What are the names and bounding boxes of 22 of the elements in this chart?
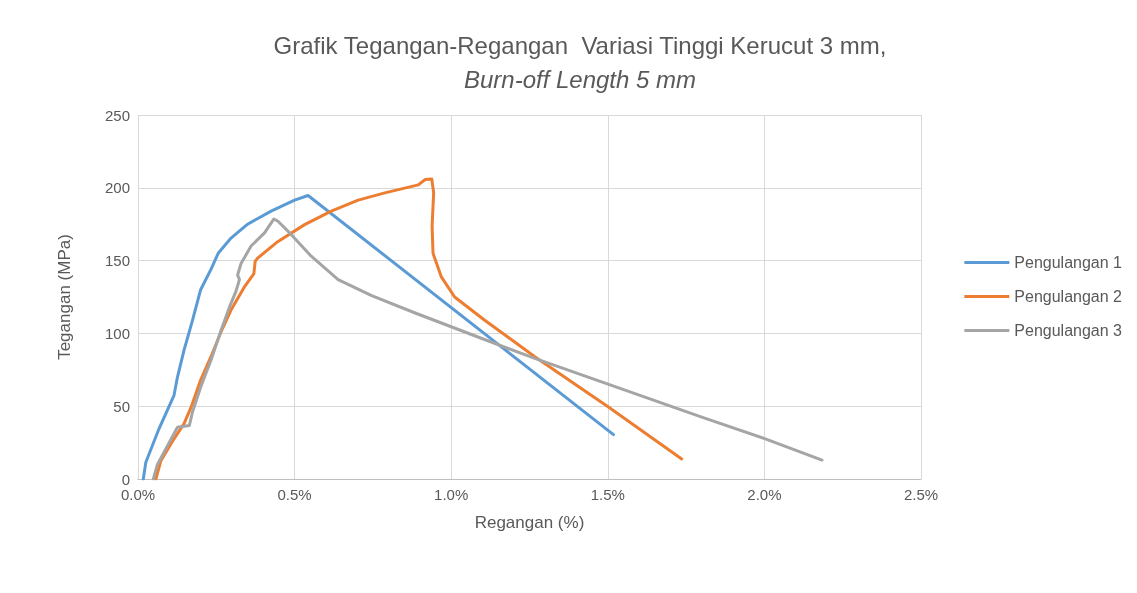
y-tick-label: 150 [104, 252, 130, 270]
chart-title: Grafik Tegangan-Regangan Variasi Tinggi Kerucut 3 mm, [273, 31, 887, 59]
chart-subtitle: Burn-off Length 5 mm [463, 65, 697, 93]
x-tick-label: 2.5% [903, 486, 939, 503]
y-tick-label: 0 [121, 470, 130, 488]
x-tick-label: 2.0% [747, 486, 782, 503]
x-tick-label: 0.0% [120, 486, 156, 503]
line-series [151, 217, 824, 481]
legend-label: Pengulangan 1 [1014, 254, 1123, 271]
line-series [141, 194, 615, 481]
y-axis-title: Tegangan (MPa) [55, 234, 74, 360]
legend-label: Pengulangan 3 [1014, 322, 1123, 339]
y-tick-label: 50 [113, 397, 130, 415]
x-tick-label: 1.0% [434, 486, 469, 503]
y-tick-label: 250 [104, 106, 130, 124]
y-tick-label: 200 [104, 179, 130, 197]
y-tick-label: 100 [104, 324, 130, 342]
x-tick-label: 0.5% [277, 486, 312, 503]
x-axis-title: Regangan (%) [474, 513, 585, 532]
x-tick-label: 1.5% [590, 486, 625, 503]
line-series [154, 177, 684, 481]
legend-label: Pengulangan 2 [1014, 288, 1123, 305]
